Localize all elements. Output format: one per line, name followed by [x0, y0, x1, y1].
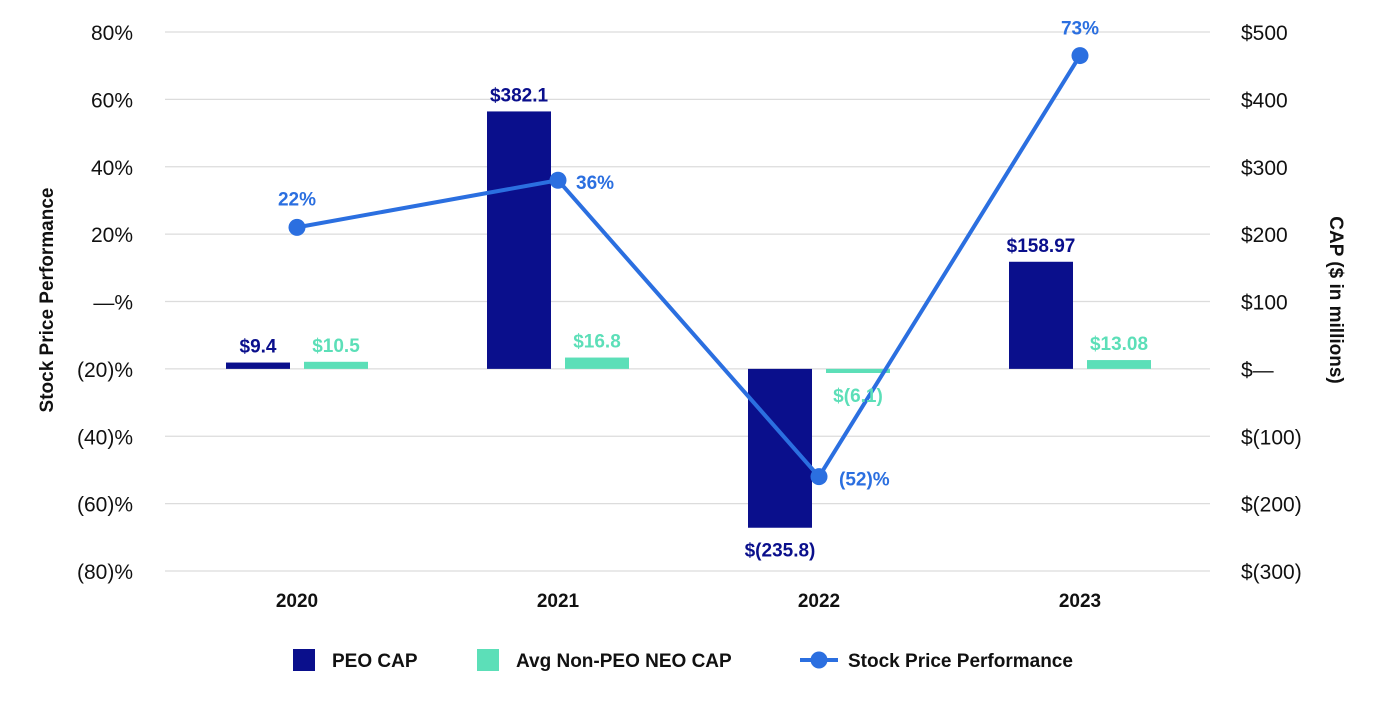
- right-tick-label: $(200): [1241, 494, 1302, 517]
- right-axis-ticks: $500 $400 $300 $200 $100 $— $(100) $(200) $(300): [1241, 22, 1302, 584]
- legend-swatch-peo-cap: [293, 649, 315, 671]
- category-labels: 2020 2021 2022 2023: [276, 591, 1101, 612]
- right-tick-label: $500: [1241, 22, 1288, 45]
- stock-price-line: [288, 47, 1089, 486]
- line-path: [296, 54, 1082, 479]
- left-tick-label: 60%: [91, 89, 133, 112]
- right-tick-label: $(300): [1241, 561, 1302, 584]
- left-tick-label: (60)%: [77, 494, 133, 517]
- left-tick-label: (20)%: [77, 359, 133, 382]
- bar-avg-non-peo-neo-cap: [565, 357, 629, 369]
- left-tick-label: 80%: [91, 22, 133, 45]
- right-tick-label: $—: [1241, 359, 1274, 382]
- line-point: [288, 218, 306, 236]
- bar-avg-non-peo-neo-cap: [826, 368, 890, 373]
- right-tick-label: $(100): [1241, 426, 1302, 449]
- line-point: [810, 468, 828, 486]
- line-data-label: 36%: [576, 173, 614, 194]
- right-tick-label: $200: [1241, 224, 1288, 247]
- legend-swatch-avg-non-peo-neo-cap: [477, 649, 499, 671]
- legend-label: Stock Price Performance: [848, 651, 1073, 672]
- line-data-label: 22%: [278, 189, 316, 210]
- left-axis-title: Stock Price Performance: [37, 188, 58, 413]
- legend-marker-stock-price: [810, 651, 828, 669]
- bar-peo-cap: [1009, 261, 1073, 369]
- right-tick-label: $400: [1241, 89, 1288, 112]
- bar-data-label: $10.5: [312, 336, 360, 357]
- line-data-label: (52)%: [839, 470, 890, 491]
- right-axis-title: CAP ($ in millions): [1325, 216, 1346, 384]
- legend-label: Avg Non-PEO NEO CAP: [516, 651, 732, 672]
- bar-data-label: $158.97: [1007, 236, 1076, 257]
- right-tick-label: $300: [1241, 157, 1288, 180]
- category-label: 2021: [537, 591, 580, 612]
- bars: [226, 111, 1151, 528]
- legend: PEO CAP Avg Non-PEO NEO CAP Stock Price Pe…: [293, 649, 1073, 672]
- category-label: 2022: [798, 591, 840, 612]
- left-tick-label: (40)%: [77, 426, 133, 449]
- bar-data-label: $(235.8): [745, 541, 816, 562]
- left-tick-label: 20%: [91, 224, 133, 247]
- right-tick-label: $100: [1241, 292, 1288, 315]
- bar-avg-non-peo-neo-cap: [304, 361, 368, 369]
- bar-peo-cap: [226, 362, 290, 369]
- left-tick-label: 40%: [91, 157, 133, 180]
- bar-data-label: $13.08: [1090, 334, 1148, 355]
- line-point: [549, 171, 567, 189]
- bar-peo-cap: [748, 368, 812, 528]
- bar-data-label: $(6.1): [833, 386, 883, 407]
- left-tick-label: —%: [93, 292, 133, 315]
- left-axis-ticks: 80% 60% 40% 20% —% (20)% (40)% (60)% (80)%: [77, 22, 133, 584]
- line-point: [1071, 47, 1089, 65]
- category-label: 2023: [1059, 591, 1101, 612]
- left-tick-label: (80)%: [77, 561, 133, 584]
- line-data-label: 73%: [1061, 19, 1099, 40]
- bar-peo-cap: [487, 111, 551, 369]
- bar-data-label: $9.4: [240, 337, 277, 358]
- bar-data-label: $16.8: [573, 332, 621, 353]
- data-labels: $9.4 $382.1 $(235.8) $158.97 $10.5 $16.8 $(6.1…: [240, 19, 1149, 562]
- category-label: 2020: [276, 591, 318, 612]
- bar-avg-non-peo-neo-cap: [1087, 360, 1151, 369]
- bar-data-label: $382.1: [490, 85, 549, 106]
- legend-label: PEO CAP: [332, 651, 418, 672]
